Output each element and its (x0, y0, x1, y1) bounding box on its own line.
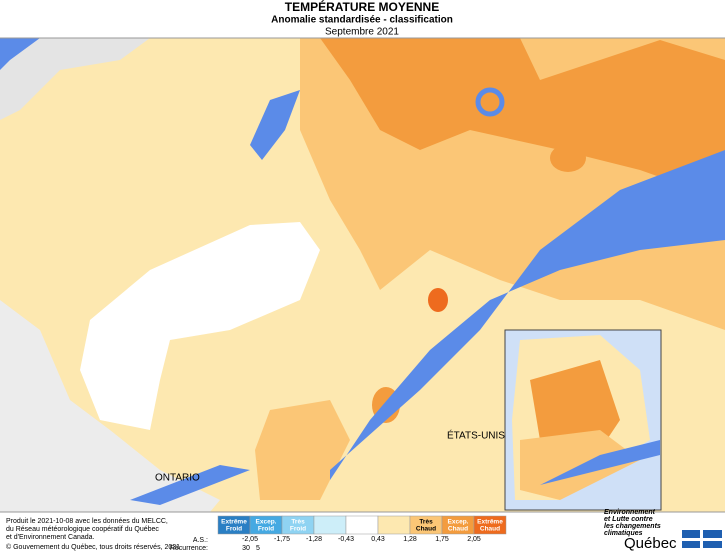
region-label: ÉTATS-UNIS (447, 429, 505, 442)
legend-label: Très Froid (290, 518, 306, 532)
legend-label: Très Chaud (416, 518, 436, 532)
title: TEMPÉRATURE MOYENNE (285, 0, 439, 14)
water (475, 87, 505, 117)
legend-label: Excep. Chaud (448, 518, 469, 532)
water (250, 90, 300, 160)
logo-flag (682, 530, 722, 548)
inset-map (504, 329, 662, 511)
legend: Extrême Froid Excep. Froid Très Froid Très Chau… (170, 515, 507, 552)
zone-tres-chaud (255, 400, 350, 500)
threshold: -1,75 (274, 536, 290, 543)
threshold: 1,28 (403, 536, 417, 543)
inset-zone (530, 360, 620, 450)
legend-swatch (313, 515, 347, 535)
recurrence-label: Récurrence: (170, 545, 208, 552)
legend-label: Extrême Froid (221, 518, 247, 532)
legend-swatch (377, 515, 411, 535)
legend-swatch (345, 515, 379, 535)
legend-label: Extrême Chaud (477, 518, 503, 532)
zone-extreme-chaud (428, 288, 448, 312)
footer-line: du Réseau météorologique coopératif du Q… (6, 526, 159, 533)
water (0, 38, 40, 70)
zone-normal (80, 222, 320, 430)
map (0, 37, 725, 513)
water (330, 150, 725, 480)
as-label: A.S.: (193, 537, 208, 544)
outside-area (0, 300, 220, 512)
legend-swatch (473, 515, 507, 535)
recurrence-value: 5 (256, 545, 260, 552)
recurrence-value: 30 (242, 545, 250, 552)
logo-text: les changements (604, 523, 661, 530)
legend-label: Excep. Froid (256, 518, 277, 532)
threshold: -2,05 (242, 536, 258, 543)
logo-text: Environnement (604, 509, 656, 516)
threshold: 1,75 (435, 536, 449, 543)
footer-line: et d'Environnement Canada. (6, 534, 95, 541)
water (130, 465, 250, 505)
inset-water (540, 440, 660, 485)
outside-area (0, 38, 150, 120)
threshold: -0,43 (338, 536, 354, 543)
copyright: © Gouvernement du Québec, tous droits ré… (6, 543, 180, 551)
zone-excep-chaud (320, 38, 725, 200)
threshold: 0,43 (371, 536, 385, 543)
zone-excep-chaud (550, 144, 586, 172)
region-label: ONTARIO (155, 473, 200, 484)
date: Septembre 2021 (325, 27, 399, 38)
subtitle: Anomalie standardisée - classification (271, 15, 453, 26)
threshold: 2,05 (467, 536, 481, 543)
frame (0, 37, 725, 513)
logo-text: climatiques (604, 530, 643, 537)
logo-name: Québec (624, 535, 677, 552)
threshold: -1,28 (306, 536, 322, 543)
footer-line: Produit le 2021-10-08 avec les données d… (6, 518, 168, 525)
logo-text: et Lutte contre (604, 516, 653, 523)
